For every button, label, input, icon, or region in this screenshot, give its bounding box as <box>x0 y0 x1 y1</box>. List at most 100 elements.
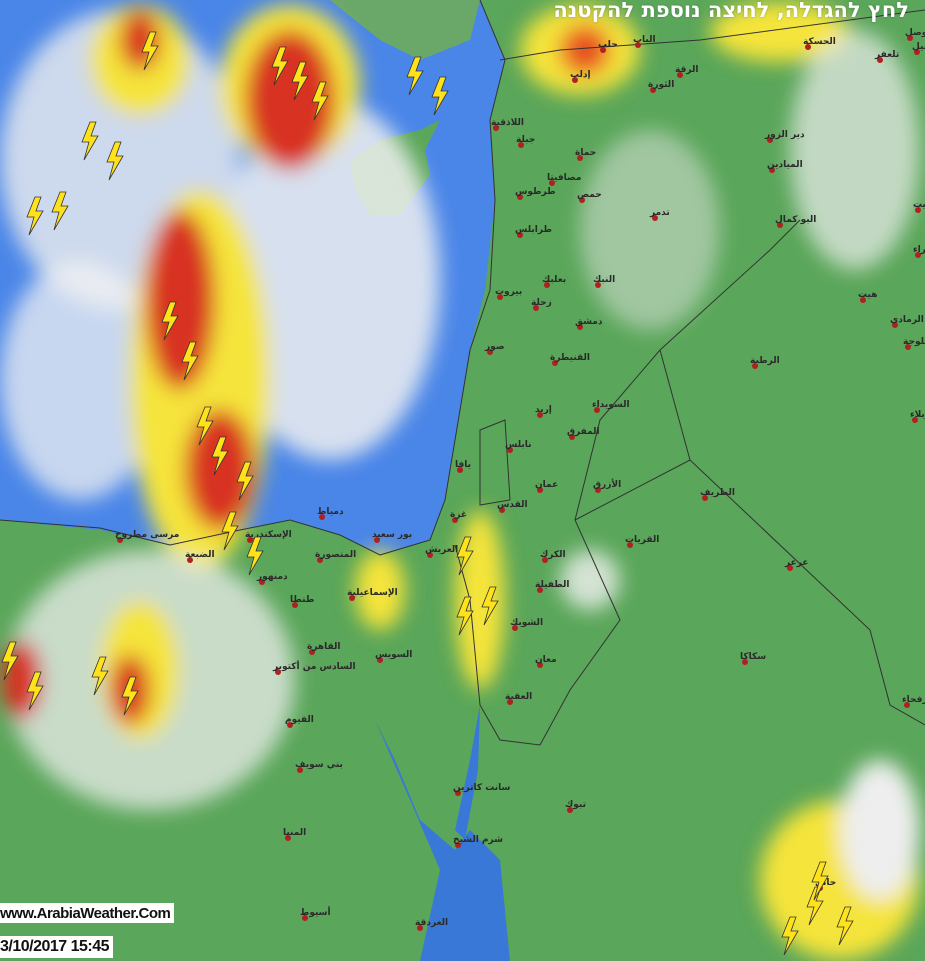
city-marker[interactable]: الرمادي <box>890 315 924 328</box>
city-label: دمنهور <box>256 572 288 582</box>
city-dot <box>287 722 293 728</box>
city-label: الفيوم <box>285 715 314 725</box>
city-marker[interactable]: إدلب <box>570 70 591 83</box>
city-marker[interactable]: الإسماعيلية <box>347 588 398 601</box>
lightning-icon <box>311 81 329 121</box>
city-marker[interactable]: حمص <box>577 190 602 203</box>
city-dot <box>497 294 503 300</box>
city-marker[interactable]: اللاذقية <box>491 118 524 131</box>
city-marker[interactable]: نابلس <box>505 440 532 453</box>
city-marker[interactable]: إربد <box>535 405 552 418</box>
city-marker[interactable]: المنصورة <box>315 550 356 563</box>
city-marker[interactable]: مرسى مطروح <box>115 530 179 543</box>
city-marker[interactable]: تبوك <box>565 800 586 813</box>
city-marker[interactable]: شرم الشيخ <box>453 835 503 848</box>
city-marker[interactable]: كربلاء <box>910 410 925 423</box>
city-marker[interactable]: الميادين <box>767 160 803 173</box>
city-marker[interactable]: صور <box>484 342 505 355</box>
city-marker[interactable]: المنيا <box>283 828 306 841</box>
city-marker[interactable]: معان <box>535 655 557 668</box>
city-marker[interactable]: الحسكة <box>803 37 836 50</box>
city-label: حائل <box>815 878 836 888</box>
city-dot <box>537 662 543 668</box>
city-marker[interactable]: القدس <box>497 500 528 513</box>
city-marker[interactable]: سكاكا <box>740 652 766 665</box>
city-marker[interactable]: الكرك <box>540 550 566 563</box>
city-marker[interactable]: دير الزور <box>764 130 805 143</box>
city-marker[interactable]: رفحاء <box>902 695 925 708</box>
city-marker[interactable]: الأزرق <box>593 478 621 493</box>
city-marker[interactable]: العريش <box>425 545 458 558</box>
city-marker[interactable]: سانت كاترين <box>453 783 510 796</box>
city-marker[interactable]: القاهرة <box>307 642 340 655</box>
city-marker[interactable]: تلعفر <box>874 50 899 63</box>
city-label: الفلوجة <box>903 337 925 347</box>
zoom-hint[interactable]: לחץ להגדלה, לחיצה נוספת להקטנה <box>553 0 909 22</box>
city-marker[interactable]: الرطبة <box>750 356 780 369</box>
city-marker[interactable]: تكريت <box>913 200 925 213</box>
city-label: شرم الشيخ <box>453 835 503 845</box>
city-marker[interactable]: الطفيلة <box>535 580 570 593</box>
city-dot <box>455 842 461 848</box>
city-marker[interactable]: الباب <box>633 35 656 48</box>
city-marker[interactable]: بور سعيد <box>372 530 412 543</box>
city-marker[interactable]: طرطوس <box>515 187 556 200</box>
city-dot <box>912 417 918 423</box>
city-marker[interactable]: الغردقة <box>415 918 448 931</box>
city-dot <box>518 142 524 148</box>
city-marker[interactable]: دمشق <box>575 317 603 330</box>
city-marker[interactable]: حماة <box>575 148 596 161</box>
city-dot <box>777 222 783 228</box>
city-marker[interactable]: تدمر <box>649 208 670 221</box>
city-marker[interactable]: المفرق <box>567 427 600 440</box>
city-marker[interactable]: البو كمال <box>775 215 816 228</box>
city-marker[interactable]: الفيوم <box>285 715 314 728</box>
city-marker[interactable]: بيروت <box>495 287 522 300</box>
city-marker[interactable]: طرابلس <box>515 225 552 238</box>
city-marker[interactable]: الفلوجة <box>903 337 925 350</box>
city-marker[interactable]: النبك <box>593 275 615 288</box>
city-label: حماة <box>575 148 596 158</box>
city-label: اللاذقية <box>491 118 524 128</box>
city-marker[interactable]: الشوبك <box>510 618 543 631</box>
city-label: سكاكا <box>740 652 766 662</box>
city-marker[interactable]: يافا <box>455 460 471 473</box>
lightning-icon <box>141 31 159 71</box>
city-dot <box>117 537 123 543</box>
city-marker[interactable]: عرعر <box>784 558 809 571</box>
city-dot <box>767 137 773 143</box>
city-label: الشوبك <box>510 618 543 628</box>
city-marker[interactable]: العقبة <box>505 692 532 705</box>
city-marker[interactable]: أسيوط <box>300 906 331 921</box>
city-marker[interactable]: السويداء <box>592 400 630 413</box>
city-marker[interactable]: دمنهور <box>256 572 288 585</box>
city-marker[interactable]: سامراء <box>913 245 925 258</box>
city-marker[interactable]: جبلة <box>516 135 535 148</box>
city-marker[interactable]: الضبعة <box>185 550 215 563</box>
city-marker[interactable]: غزة <box>450 510 467 523</box>
city-marker[interactable]: هيت <box>858 290 877 303</box>
city-marker[interactable]: بني سويف <box>295 760 343 773</box>
city-marker[interactable]: طنطا <box>290 595 314 608</box>
city-marker[interactable]: بعلبك <box>542 275 566 288</box>
city-marker[interactable]: الرقة <box>675 65 698 78</box>
city-marker[interactable]: السويس <box>375 650 412 663</box>
city-marker[interactable]: مصافيتا <box>547 173 581 186</box>
city-marker[interactable]: عمان <box>535 480 558 493</box>
city-marker[interactable]: دمياط <box>317 507 344 520</box>
city-marker[interactable]: زحلة <box>531 298 552 311</box>
city-label: دمياط <box>317 507 344 517</box>
city-marker[interactable]: الطريف <box>700 488 735 501</box>
city-marker[interactable]: حلب <box>598 40 618 53</box>
city-marker[interactable]: الثورة <box>648 80 674 93</box>
city-label: غزة <box>450 510 467 520</box>
city-marker[interactable]: أربيل <box>912 40 925 55</box>
city-marker[interactable]: القنيطرة <box>550 353 590 366</box>
city-dot <box>752 363 758 369</box>
city-marker[interactable]: الإسكندرية <box>245 530 292 543</box>
city-marker[interactable]: القريات <box>625 535 659 548</box>
city-label: بني سويف <box>295 760 343 770</box>
city-marker[interactable]: الموصل <box>905 28 925 41</box>
city-marker[interactable]: السادس من أكتوبر <box>272 660 356 675</box>
